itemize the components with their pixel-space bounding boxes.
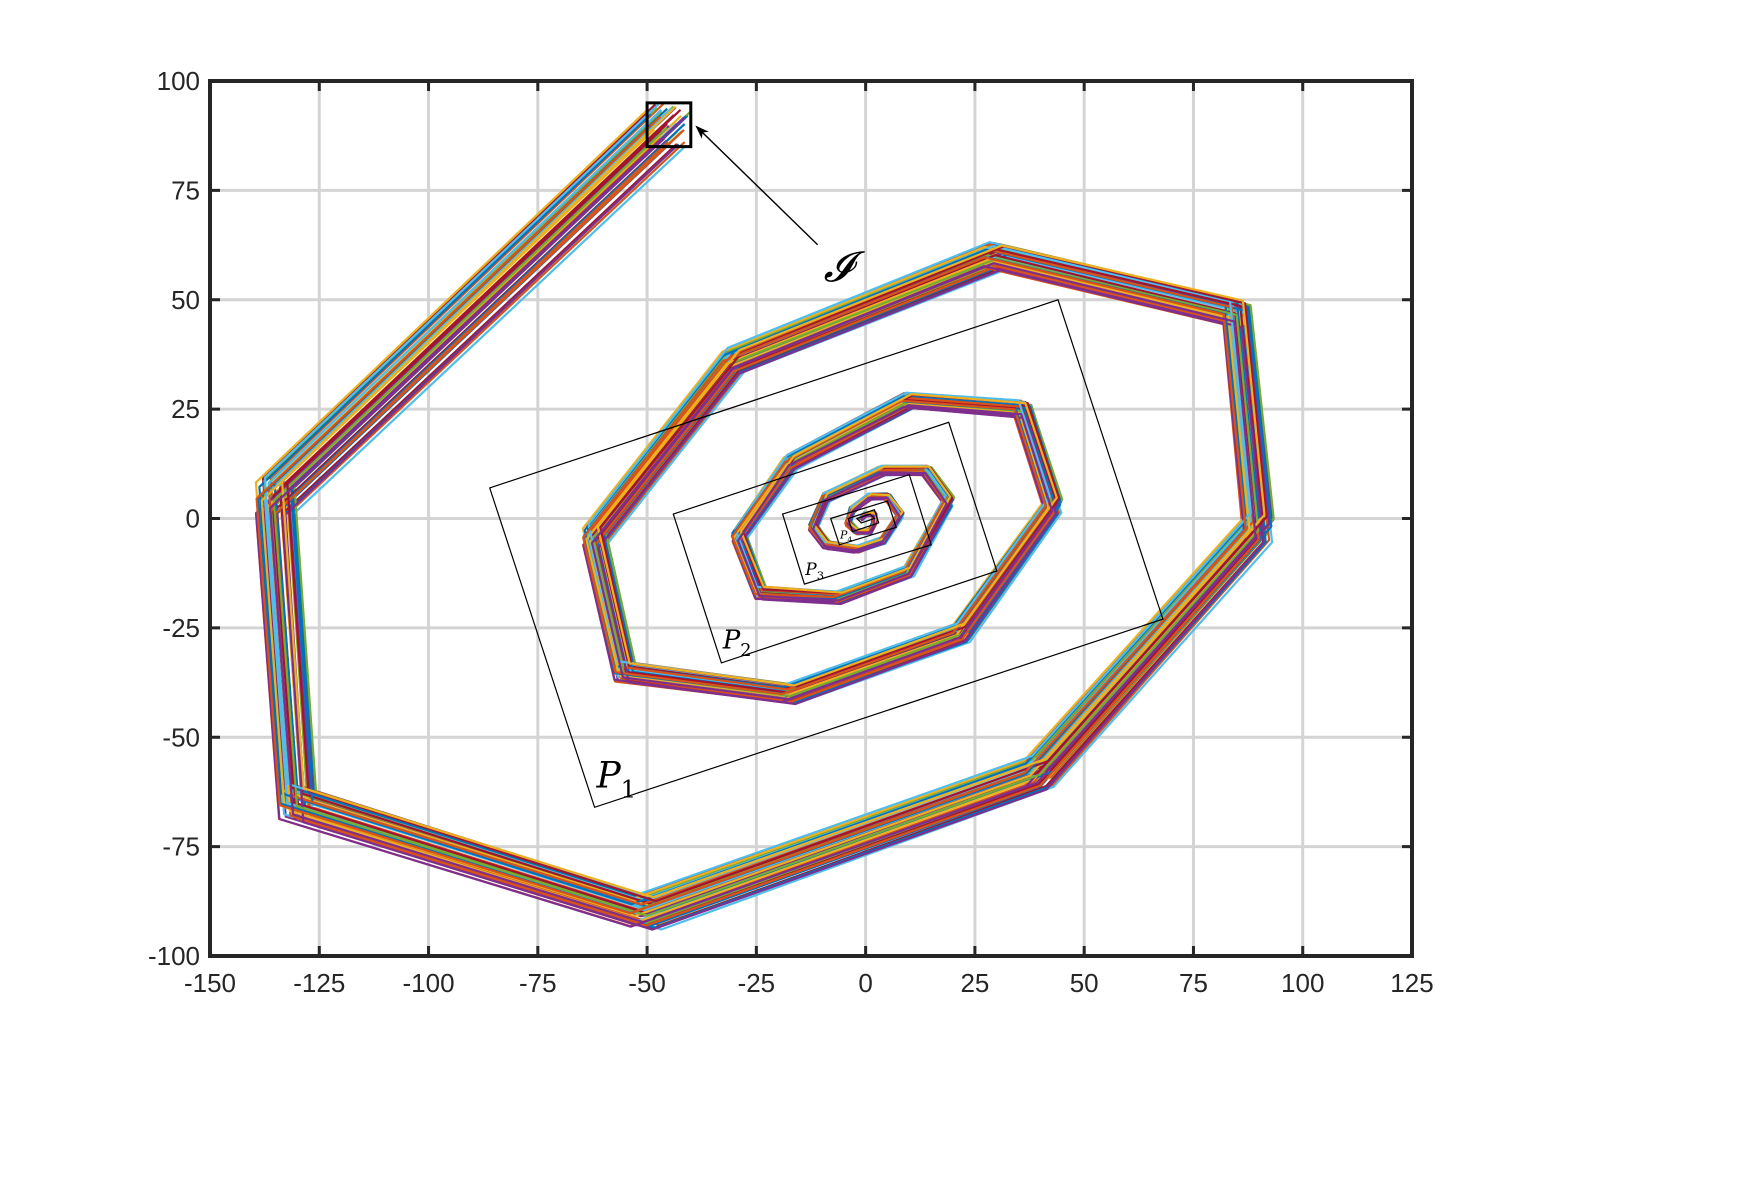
x-tick-label: -100: [403, 968, 455, 998]
polytope-outline: [672, 421, 998, 664]
trajectory-line: [255, 126, 1247, 915]
y-tick-label: -100: [148, 941, 200, 971]
polytope-outline: [781, 473, 932, 585]
initial-set-box: [645, 101, 693, 149]
polytope-outline: [488, 299, 1164, 809]
polytope-outline: [829, 500, 897, 546]
x-tick-label: 50: [1070, 968, 1099, 998]
x-tick-label: -75: [519, 968, 557, 998]
x-tick-label: 125: [1390, 968, 1433, 998]
annotation-arrow: [695, 125, 819, 246]
x-tick-label: 75: [1179, 968, 1208, 998]
y-tick-label: 50: [171, 285, 200, 315]
y-tick-label: 0: [186, 504, 200, 534]
x-tick-label: -150: [184, 968, 236, 998]
polytope-outline: [847, 509, 880, 533]
polytope-outline: [855, 513, 876, 524]
y-tick-label: -50: [162, 722, 200, 752]
y-tick-label: -75: [162, 832, 200, 862]
y-tick-label: 25: [171, 394, 200, 424]
x-tick-label: -125: [293, 968, 345, 998]
y-tick-label: -25: [162, 613, 200, 643]
y-tick-label: 75: [171, 175, 200, 205]
x-tick-label: 25: [960, 968, 989, 998]
x-tick-label: -25: [738, 968, 776, 998]
x-tick-label: 100: [1281, 968, 1324, 998]
trajectory-line: [282, 144, 1265, 931]
y-axis: -100 -75 -50 -25 0 25 50 75 100: [148, 66, 1412, 971]
x-tick-label: 0: [858, 968, 872, 998]
x-tick-label: -50: [628, 968, 666, 998]
x-axis: -150 -125 -100 -75 -50 -25 0 25 50 75 100 125: [184, 81, 1434, 998]
y-tick-label: 100: [157, 66, 200, 96]
